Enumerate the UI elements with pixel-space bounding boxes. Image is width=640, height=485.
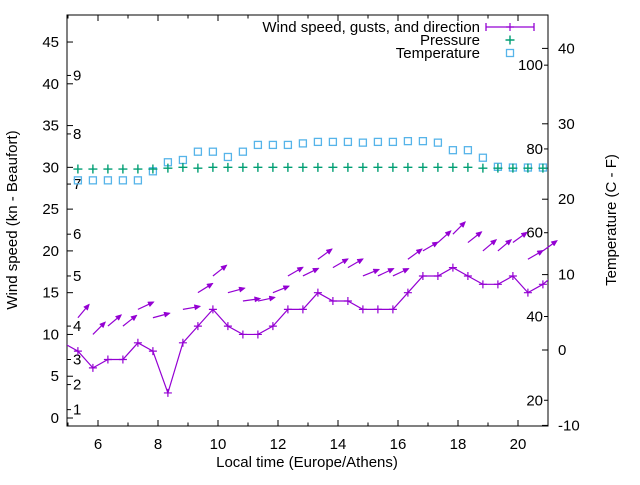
svg-text:20: 20: [558, 191, 575, 208]
svg-text:Pressure: Pressure: [420, 32, 480, 49]
svg-text:7: 7: [73, 176, 81, 193]
svg-text:16: 16: [390, 436, 407, 453]
svg-text:10: 10: [558, 267, 575, 284]
svg-text:35: 35: [42, 118, 59, 135]
x-axis-label: Local time (Europe/Athens): [216, 454, 398, 471]
gust-vectors: [77, 221, 558, 335]
y2-axis-label: Temperature (C - F): [603, 154, 620, 286]
svg-text:8: 8: [73, 126, 81, 143]
svg-text:0: 0: [51, 410, 59, 427]
svg-text:30: 30: [558, 116, 575, 133]
svg-text:20: 20: [42, 243, 59, 260]
svg-text:-10: -10: [558, 417, 580, 434]
svg-text:3: 3: [73, 352, 81, 369]
svg-text:10: 10: [210, 436, 227, 453]
svg-text:40: 40: [42, 76, 59, 93]
svg-text:Local time (Europe/Athens): Local time (Europe/Athens): [216, 454, 398, 471]
y-axis-label: Wind speed (kn - Beaufort): [4, 130, 21, 309]
svg-text:1: 1: [73, 402, 81, 419]
svg-text:20: 20: [526, 392, 543, 409]
svg-text:9: 9: [73, 67, 81, 84]
svg-text:80: 80: [526, 141, 543, 158]
svg-text:0: 0: [558, 342, 566, 359]
svg-text:45: 45: [42, 34, 59, 51]
svg-text:6: 6: [94, 436, 102, 453]
y-axis-ticks: 0 5 10 15 20 25 30 35 40 45: [42, 34, 73, 427]
beaufort-scale-labels: 1 2 3 4 5 6 7 8 9: [67, 67, 81, 419]
svg-text:Wind speed (kn - Beaufort): Wind speed (kn - Beaufort): [4, 130, 21, 309]
svg-text:30: 30: [42, 159, 59, 176]
svg-text:Temperature: Temperature: [396, 45, 480, 62]
svg-text:20: 20: [510, 436, 527, 453]
svg-text:12: 12: [270, 436, 287, 453]
x-axis-ticks: 6 8 10 12 14 16 18 20: [67, 15, 527, 453]
svg-text:Wind speed, gusts, and directi: Wind speed, gusts, and direction: [262, 19, 480, 36]
svg-text:5: 5: [51, 368, 59, 385]
svg-text:14: 14: [330, 436, 347, 453]
fahrenheit-scale-labels: 20 40 60 80 100: [518, 57, 548, 409]
svg-text:40: 40: [558, 40, 575, 57]
wind-series: [67, 263, 548, 397]
svg-text:8: 8: [154, 436, 162, 453]
svg-text:Temperature (C - F): Temperature (C - F): [603, 154, 620, 286]
svg-text:4: 4: [73, 318, 81, 335]
svg-text:6: 6: [73, 226, 81, 243]
pressure-points: [73, 162, 548, 174]
svg-text:18: 18: [450, 436, 467, 453]
svg-text:10: 10: [42, 326, 59, 343]
svg-text:2: 2: [73, 377, 81, 394]
legend: Wind speed, gusts, and directionPressure…: [262, 19, 535, 62]
svg-text:25: 25: [42, 201, 59, 218]
y2-axis-ticks: -10 0 10 20 30 40: [542, 40, 580, 434]
svg-text:100: 100: [518, 57, 543, 74]
svg-text:60: 60: [526, 225, 543, 242]
svg-text:5: 5: [73, 268, 81, 285]
svg-text:40: 40: [526, 308, 543, 325]
svg-text:15: 15: [42, 285, 59, 302]
